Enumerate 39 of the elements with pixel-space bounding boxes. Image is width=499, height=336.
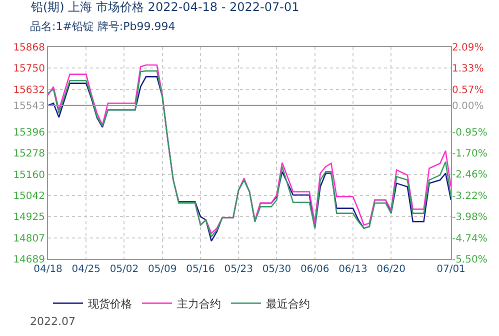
y2-tick-label: -3.98% (452, 212, 488, 224)
chart-subtitle: 品名:1#铅锭 牌号:Pb99.994 (30, 20, 176, 33)
legend-label: 最近合约 (266, 297, 310, 310)
y-tick-label: 15160 (13, 170, 45, 181)
legend-label: 主力合约 (177, 297, 221, 310)
y2-tick-label: -3.22% (452, 190, 488, 202)
y-tick-label: 14807 (13, 233, 45, 244)
y2-tick-label: -0.95% (452, 127, 488, 138)
x-tick-label: 05/23 (224, 264, 254, 275)
x-tick-label: 06/06 (300, 264, 330, 275)
x-tick-label: 04/25 (72, 264, 101, 275)
y-tick-label: 15042 (13, 191, 45, 202)
y2-tick-label: -1.70% (452, 148, 488, 160)
y-tick-label: 15868 (13, 42, 45, 54)
y-tick-label: 15750 (13, 64, 45, 75)
x-tick-label: 05/16 (186, 264, 215, 275)
y2-tick-label: -5.50% (452, 254, 488, 266)
y-tick-label: 14925 (13, 212, 45, 224)
y2-tick-label: 0.57% (452, 84, 484, 96)
y2-tick-label: 0.00% (452, 100, 484, 112)
x-tick-label: 06/20 (376, 264, 406, 275)
y-tick-label: 15396 (13, 127, 45, 138)
text: 2022.07 (30, 315, 76, 328)
y2-tick-label: -4.74% (452, 233, 488, 244)
y2-tick-label: 2.09% (452, 42, 484, 54)
y2-tick-label: -2.46% (452, 170, 488, 181)
x-tick-label: 04/18 (34, 264, 62, 275)
y-tick-label: 14689 (13, 254, 45, 266)
x-tick-label: 06/13 (338, 264, 368, 275)
legend-label: 现货价格 (88, 297, 132, 310)
x-tick-label: 05/30 (262, 264, 292, 275)
y-tick-label: 15543 (13, 100, 45, 112)
chart-title: 铅(期) 上海 市场价格 2022-04-18 - 2022-07-01 (30, 0, 300, 14)
y2-tick-label: 1.33% (452, 64, 484, 75)
x-tick-label: 07/01 (436, 264, 466, 275)
y-tick-label: 15632 (13, 84, 45, 96)
x-tick-label: 05/09 (148, 264, 177, 275)
x-tick-label: 05/02 (110, 264, 139, 275)
y-tick-label: 15278 (13, 148, 45, 160)
